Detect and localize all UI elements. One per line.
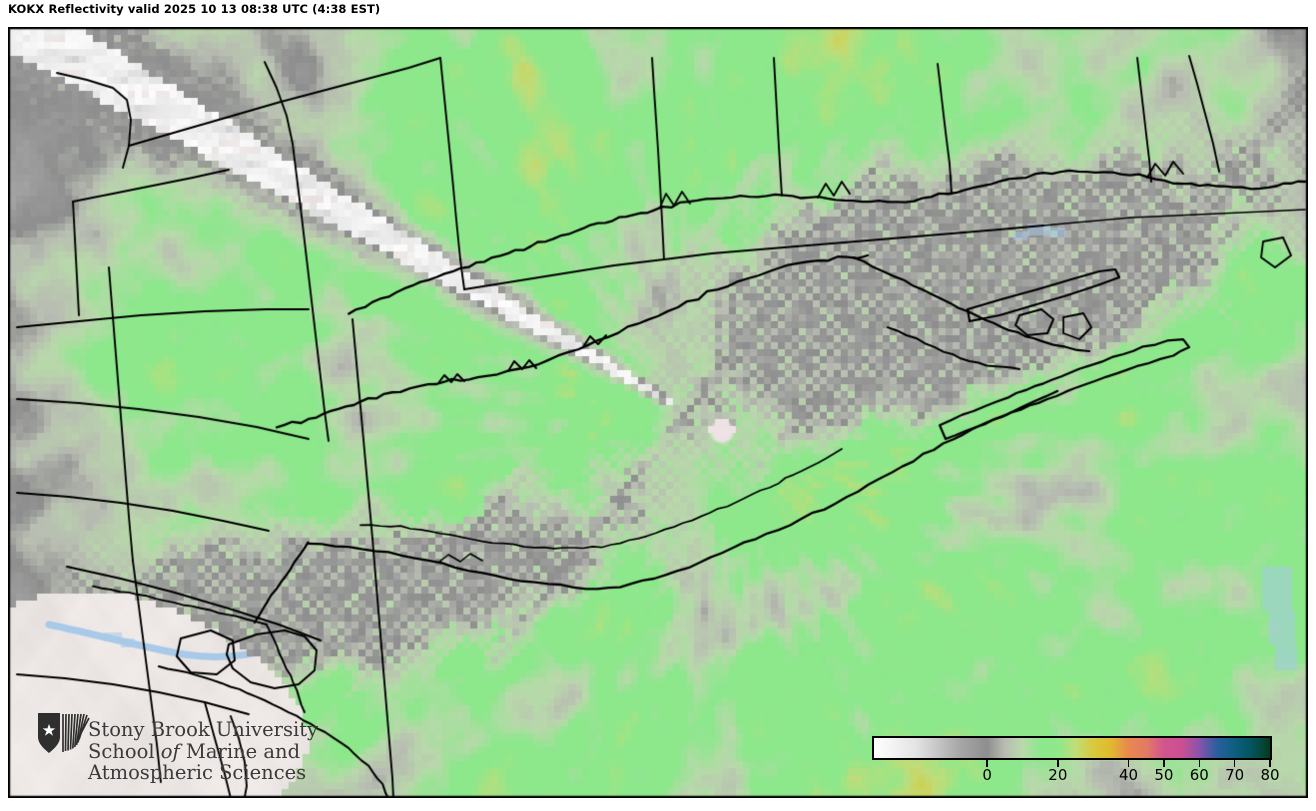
colorbar-label-0: 0 bbox=[982, 766, 992, 784]
colorbar-tick-80 bbox=[1269, 760, 1271, 767]
reflectivity-colorbar: 0 20 40 50 60 70 80 bbox=[866, 733, 1280, 789]
colorbar-label-80: 80 bbox=[1260, 766, 1280, 784]
colorbar-label-50: 50 bbox=[1154, 766, 1174, 784]
colorbar-tick-70 bbox=[1233, 760, 1236, 767]
radar-reflectivity-map[interactable] bbox=[9, 28, 1307, 797]
colorbar-tick-20 bbox=[1057, 760, 1059, 767]
logo-line-3: Atmospheric Sciences bbox=[88, 761, 307, 784]
map-frame[interactable] bbox=[8, 27, 1308, 798]
logo-text: Stony Brook University School of Marine … bbox=[88, 719, 318, 784]
colorbar-label-60: 60 bbox=[1189, 766, 1209, 784]
colorbar-label-20: 20 bbox=[1048, 766, 1068, 784]
colorbar-tick-60 bbox=[1198, 760, 1201, 767]
page-title: KOKX Reflectivity valid 2025 10 13 08:38… bbox=[8, 2, 381, 16]
logo-line-2-b: Marine and bbox=[179, 739, 301, 763]
logo-line-2-italic: of bbox=[160, 739, 180, 763]
colorbar-box bbox=[872, 736, 1272, 760]
colorbar-tick-40 bbox=[1127, 760, 1130, 767]
logo-line-1: Stony Brook University bbox=[88, 718, 319, 741]
colorbar-label-70: 70 bbox=[1225, 766, 1245, 784]
colorbar-gradient bbox=[874, 738, 1270, 758]
stony-brook-logo: Stony Brook University School of Marine … bbox=[36, 705, 336, 797]
logo-line-2-a: School bbox=[88, 739, 161, 763]
colorbar-tick-0 bbox=[986, 760, 988, 767]
colorbar-tick-50 bbox=[1163, 760, 1165, 767]
stony-brook-shield-icon bbox=[38, 713, 90, 753]
logo-line-2: School of Marine and bbox=[88, 739, 318, 763]
colorbar-label-40: 40 bbox=[1119, 766, 1139, 784]
